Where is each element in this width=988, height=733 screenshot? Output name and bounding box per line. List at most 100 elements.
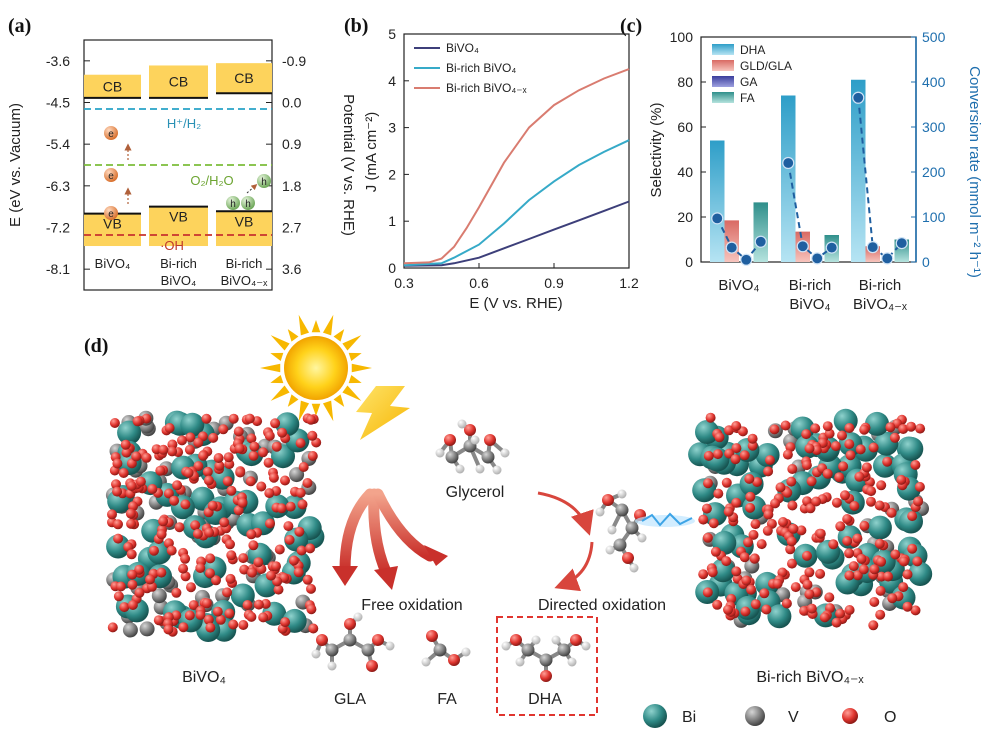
c-legend-swatch-1 (712, 60, 734, 71)
c-conversion-point-0-1 (725, 241, 738, 254)
panel-a-right-axis-label: Potential (V vs. RHE) (340, 94, 357, 236)
panel-c-ticks: 0 20 40 60 80 100 0 100 200 300 400 500 (670, 29, 946, 270)
legend-bi-label: Bi (682, 709, 696, 726)
c-y2tick-label-3: 300 (922, 119, 946, 135)
c-bar-0-3 (753, 202, 768, 262)
c-legend-swatch-2 (712, 76, 734, 87)
legend-v-atom (745, 706, 765, 726)
h2-label: H⁺/H₂ (167, 116, 201, 131)
c-conversion-line-2 (857, 97, 903, 260)
vb-band-1 (149, 206, 208, 247)
vb-label-0: VB (103, 216, 122, 232)
vb-label-2: VB (235, 213, 254, 229)
c-legend-label-2: GA (740, 75, 757, 89)
panel-label-b: (b) (344, 15, 368, 37)
b-ytick-label-2: 2 (388, 166, 396, 182)
dha-highlight-box (496, 616, 598, 716)
panel-a-left-ticks: -3.6 -4.5 -5.4 -6.3 -7.2 -8.1 (46, 53, 90, 277)
sample-label-2-line2: BiVO₄₋ₓ (221, 273, 269, 288)
electron-1-label: e (108, 129, 114, 140)
b-xtick-label-3: 1.2 (619, 275, 639, 291)
c-bar-1-0 (781, 95, 796, 262)
cb-band-0 (84, 74, 141, 98)
adsorption-spark-icon (635, 512, 695, 527)
crystal-label-left: BiVO₄ (182, 669, 226, 686)
c-conversion-line-1 (787, 162, 833, 260)
electron-2 (104, 168, 118, 182)
c-ytick-label-5: 100 (670, 29, 694, 45)
cb-band-1 (149, 65, 208, 98)
c-ytick-label-4: 80 (677, 74, 693, 90)
c-legend-label-0: DHA (740, 43, 765, 57)
c-ytick-label-0: 0 (685, 254, 693, 270)
panel-b-frame (403, 33, 630, 269)
a-right-tick-label-5: 3.6 (282, 261, 302, 277)
c-legend-swatch-0 (712, 44, 734, 55)
a-left-tick-label-5: -8.1 (46, 261, 70, 277)
c-category-label-1-1: BiVO₄ (789, 296, 830, 313)
panel-label-d: (d) (84, 335, 108, 357)
atom-legend: Bi V O (643, 704, 896, 728)
crystal-bivo4 (105, 410, 325, 642)
c-category-label-2-1: BiVO₄₋ₓ (853, 296, 907, 313)
hole-2 (241, 196, 255, 210)
sample-label-0-line1: BiVO₄ (95, 256, 131, 271)
c-conversion-point-0-0 (711, 212, 724, 225)
c-conversion-point-1-3 (825, 241, 838, 254)
cb-label-0: CB (103, 78, 122, 94)
panel-b-series (403, 68, 630, 267)
a-right-tick-label-4: 2.7 (282, 220, 302, 236)
product-label-dha: DHA (528, 691, 562, 708)
a-right-tick-label-3: 1.8 (282, 178, 302, 194)
lightning-icon (356, 386, 410, 440)
panel-c-selectivity-chart: 0 20 40 60 80 100 0 100 200 300 400 500 BiVO₄ Bi-ric… (648, 29, 983, 313)
b-ytick-label-1: 1 (388, 213, 396, 229)
o2-label: O₂/H₂O (190, 173, 233, 188)
hole-1-label: h (230, 199, 236, 210)
a-right-tick-label-1: 0.0 (282, 95, 302, 111)
free-oxidation-label: Free oxidation (361, 597, 462, 614)
a-left-tick-label-0: -3.6 (46, 53, 70, 69)
panel-c-conversion (711, 91, 908, 266)
c-conversion-point-1-2 (811, 252, 824, 265)
legend-bi-atom (643, 704, 667, 728)
directed-oxidation-label: Directed oxidation (538, 597, 666, 614)
a-right-tick-label-2: 0.9 (282, 136, 302, 152)
a-right-tick-label-0: -0.9 (282, 53, 306, 69)
b-ytick-label-4: 4 (388, 73, 396, 89)
sample-label-1-line2: BiVO₄ (161, 273, 197, 288)
c-ytick-label-1: 20 (677, 209, 693, 225)
cb-band-2 (216, 63, 272, 94)
c-conversion-point-1-1 (796, 240, 809, 253)
b-xtick-label-0: 0.3 (394, 275, 414, 291)
hole-markers: h h h (226, 174, 271, 210)
panel-b-legend: BiVO₄ Bi-rich BiVO₄ Bi-rich BiVO₄₋ₓ (414, 41, 527, 95)
c-bar-0-1 (724, 220, 739, 262)
panel-a-band-diagram: -3.6 -4.5 -5.4 -6.3 -7.2 -8.1 -0.9 0.0 0.9 1.8 2.… (7, 39, 357, 291)
c-conversion-point-0-3 (754, 235, 767, 248)
c-legend-swatch-3 (712, 92, 734, 103)
crystal-label-right: Bi-rich BiVO₄₋ₓ (756, 669, 864, 686)
c-y2tick-label-5: 500 (922, 29, 946, 45)
sun-icon (260, 314, 372, 422)
panel-c-y-axis-label: Selectivity (%) (648, 102, 665, 197)
c-ytick-label-3: 60 (677, 119, 693, 135)
cb-label-2: CB (234, 70, 253, 86)
c-category-label-0-0: BiVO₄ (718, 277, 759, 294)
crystal-bi-rich-bivo4-x (688, 408, 933, 631)
b-xtick-label-1: 0.6 (469, 275, 489, 291)
electron-3-label: e (108, 209, 114, 220)
c-y2tick-label-1: 100 (922, 209, 946, 225)
c-conversion-point-2-2 (881, 252, 894, 265)
panel-b-x-axis-label: E (V vs. RHE) (469, 295, 562, 312)
panel-a-left-axis-label: E (eV vs. Vacuum) (7, 103, 24, 227)
sample-label-1-line1: Bi-rich (160, 256, 197, 271)
gla-molecule (311, 612, 395, 672)
c-conversion-point-1-0 (782, 156, 795, 170)
c-y2tick-label-4: 400 (922, 74, 946, 90)
b-legend-label-1: Bi-rich BiVO₄ (446, 61, 516, 75)
a-left-tick-label-2: -5.4 (46, 136, 70, 152)
a-left-tick-label-1: -4.5 (46, 95, 70, 111)
